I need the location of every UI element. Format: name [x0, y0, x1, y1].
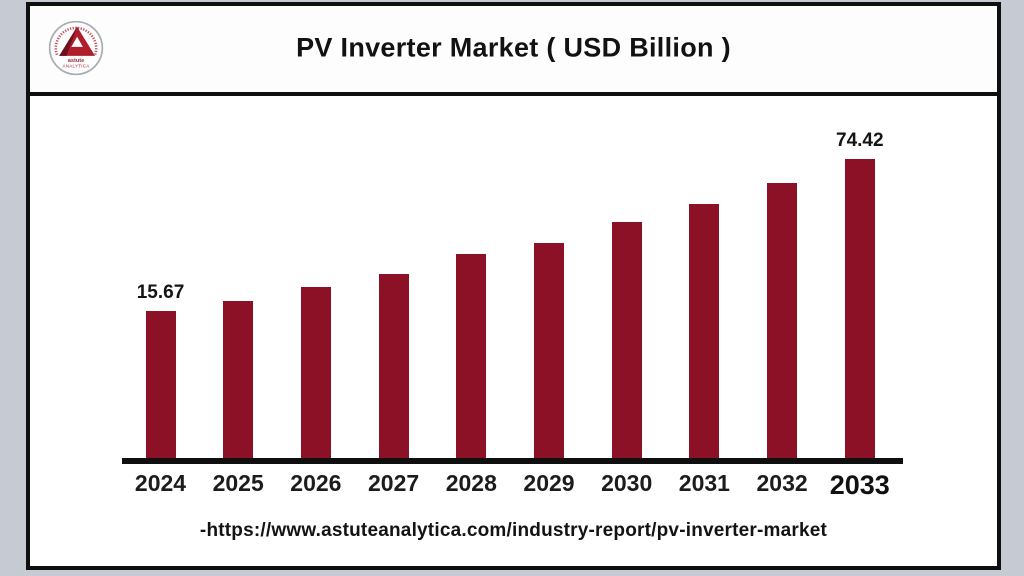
x-tick-2027: 2027 [368, 470, 420, 496]
bar-2025 [223, 301, 254, 458]
plot-area: 15.67 2024 2025 2026 2027 2028 2029 2030 2031 203… [122, 96, 903, 500]
logo-a-mark-shadow [59, 26, 78, 56]
bar-2030 [611, 222, 642, 458]
astute-analytica-logo: astute ANALYTICA [48, 20, 104, 76]
bar-2026 [300, 287, 331, 458]
x-tick-2031: 2031 [678, 470, 730, 496]
bar-2029 [534, 243, 564, 458]
x-tick-2030: 2030 [601, 470, 653, 496]
source-url: -https://www.astuteanalytica.com/industr… [30, 520, 997, 542]
header-band: astute ANALYTICA PV Inverter Market ( US… [30, 6, 997, 96]
logo-arc-microtext [54, 26, 98, 56]
x-tick-2029: 2029 [523, 470, 575, 496]
bar-2028 [456, 254, 487, 458]
x-tick-2028: 2028 [445, 470, 497, 496]
logo-text-line1: astute [68, 58, 84, 64]
x-tick-2024: 2024 [134, 470, 187, 496]
bar-2032 [767, 183, 798, 458]
x-tick-2026: 2026 [290, 470, 342, 496]
value-label-2033: 74.42 [836, 130, 884, 151]
url-leading-dash: - [199, 520, 207, 541]
bar-2027 [378, 274, 409, 458]
bar-2024 [145, 311, 176, 458]
x-tick-2025: 2025 [212, 470, 264, 496]
page-frame: astute ANALYTICA PV Inverter Market ( US… [26, 2, 1001, 570]
logo-a-crossbar [68, 46, 87, 53]
page-title: PV Inverter Market ( USD Billion ) [296, 32, 731, 63]
x-axis-line [122, 458, 903, 464]
x-tick-2033: 2033 [829, 470, 890, 500]
chart-area: 15.67 2024 2025 2026 2027 2028 2029 2030 2031 203… [30, 96, 997, 566]
x-tick-2032: 2032 [756, 470, 808, 496]
url-text: https://www.astuteanalytica.com/industry… [206, 520, 828, 541]
logo-text-line2: ANALYTICA [62, 64, 89, 69]
bar-2033 [844, 159, 875, 458]
bar-2031 [689, 204, 720, 458]
value-label-2024: 15.67 [136, 282, 185, 303]
